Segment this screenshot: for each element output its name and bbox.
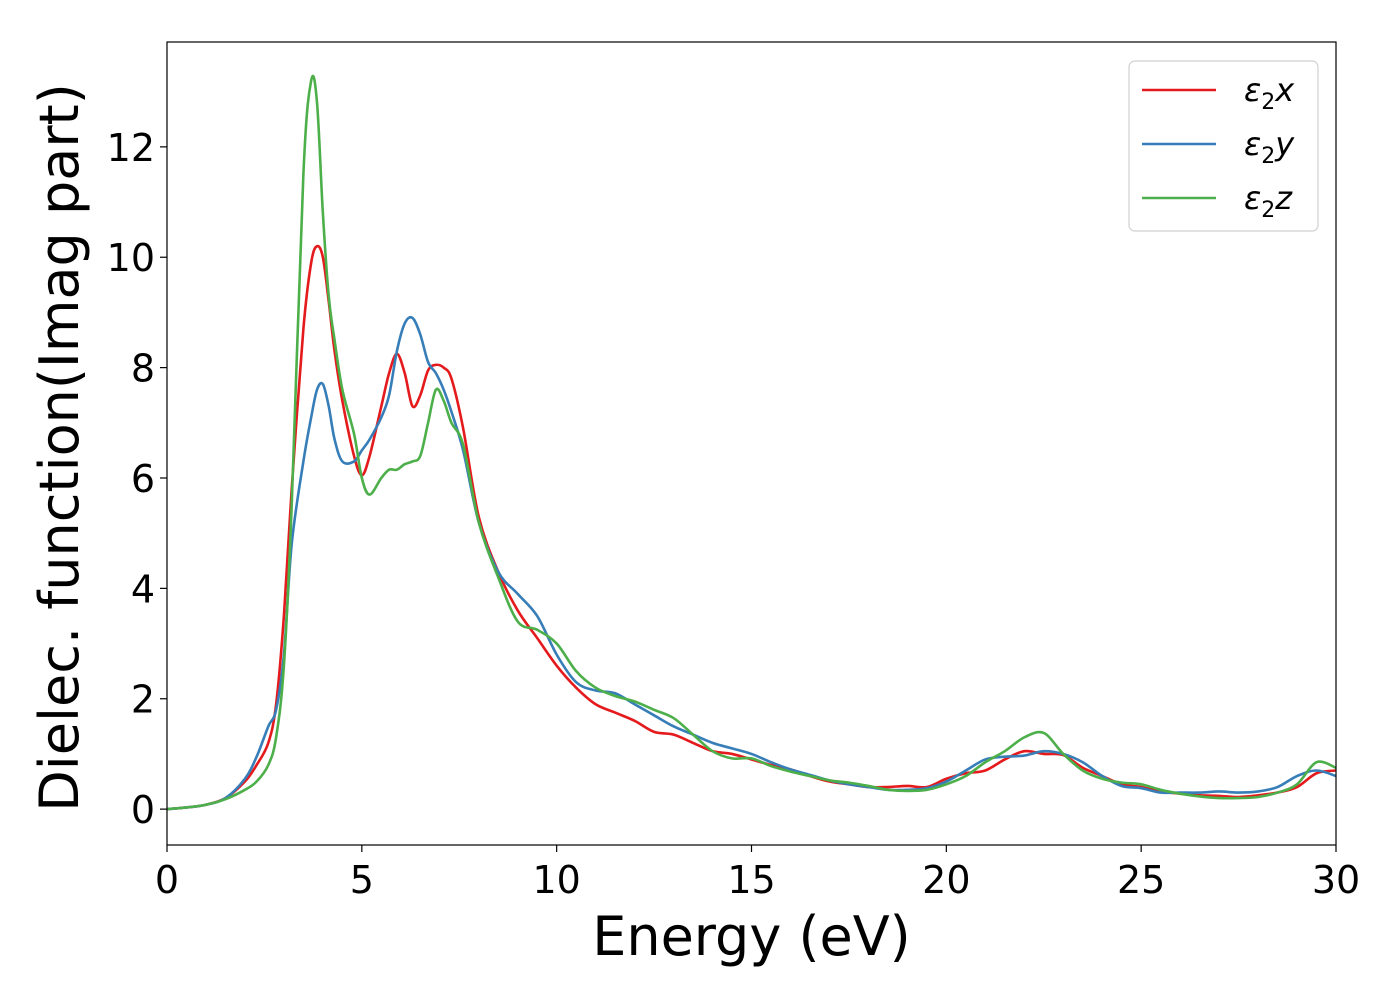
legend-box	[1128, 60, 1319, 232]
x-tick-label: 5	[350, 858, 374, 902]
x-tick-label: 25	[1117, 858, 1165, 902]
x-axis-title: Energy (eV)	[592, 905, 911, 968]
x-tick-label: 15	[727, 858, 775, 902]
legend-item-x: ε2x	[1142, 71, 1295, 115]
y-tick-label: 8	[131, 347, 155, 391]
x-tick-label: 10	[532, 858, 580, 902]
legend-label: ε2y	[1244, 125, 1295, 169]
series-line-y	[167, 315, 1336, 811]
series-line-z	[167, 74, 1336, 811]
legend-item-y: ε2y	[1142, 125, 1295, 169]
legend-label: ε2x	[1244, 71, 1295, 115]
x-tick-label: 20	[922, 858, 970, 902]
y-tick-label: 6	[131, 457, 155, 501]
x-tick-label: 30	[1312, 858, 1360, 902]
y-tick-label: 4	[131, 567, 155, 611]
y-axis-ticks: 0 2 4 6 8 10 12	[107, 126, 167, 832]
legend-label: ε2z	[1244, 179, 1293, 223]
legend-item-z: ε2z	[1142, 179, 1293, 223]
x-axis-ticks: 0 5 10 15 20 25 30	[155, 845, 1360, 902]
x-tick-label: 0	[155, 858, 179, 902]
y-axis-title: Dielec. function(Imag part)	[28, 83, 91, 812]
y-tick-label: 12	[107, 126, 155, 170]
y-tick-label: 10	[107, 236, 155, 280]
y-tick-label: 0	[131, 788, 155, 832]
series-layer	[167, 74, 1336, 811]
legend: ε2x ε2y ε2z	[1128, 60, 1319, 232]
y-tick-label: 2	[131, 678, 155, 722]
series-line-x	[167, 244, 1336, 811]
